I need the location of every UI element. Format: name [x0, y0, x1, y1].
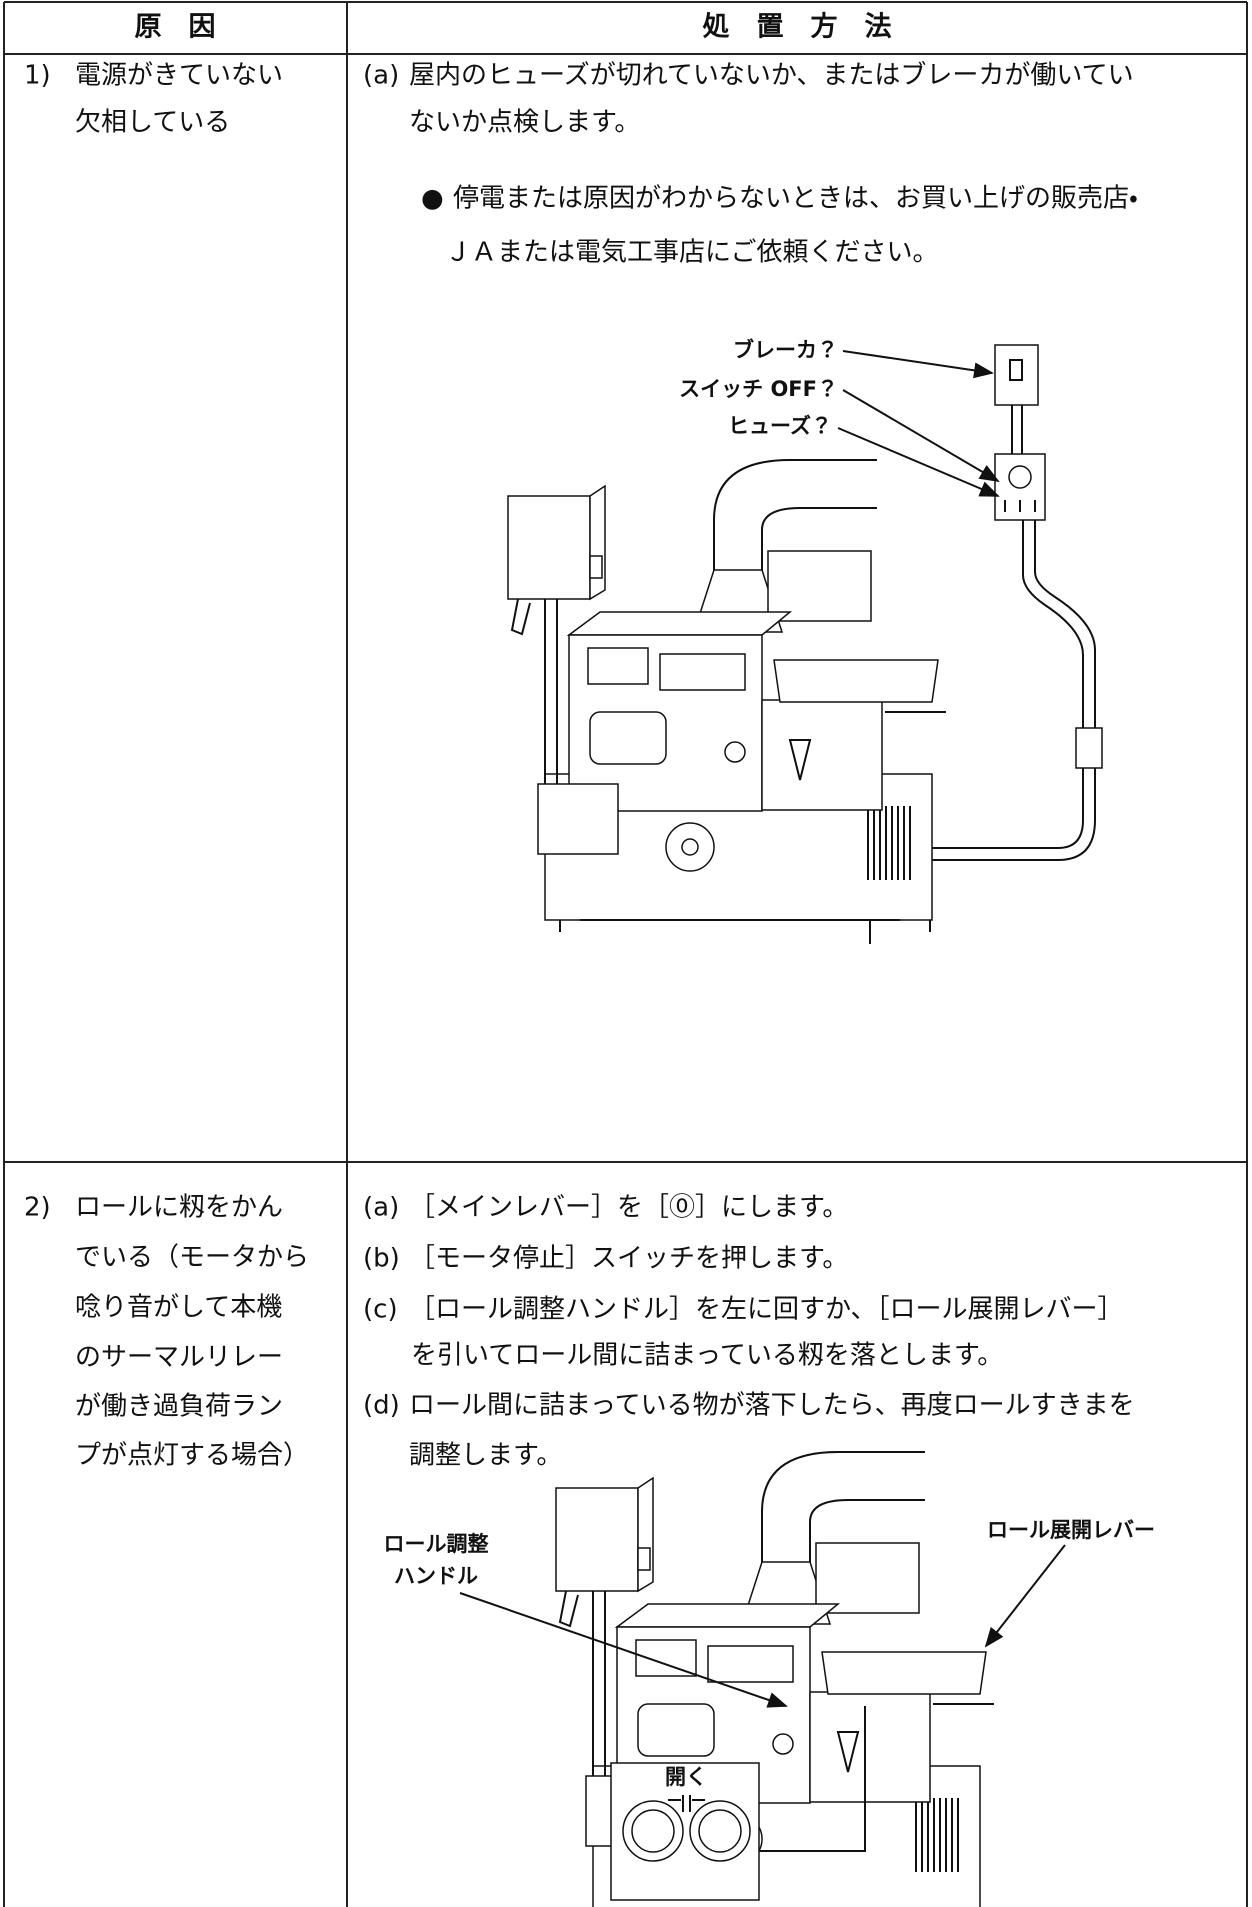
step-line: 屋内のヒューズが切れていないか、またはブレーカが働いてい — [409, 61, 1134, 91]
breaker-switch — [1009, 359, 1023, 381]
roll-inner — [698, 1809, 742, 1853]
bullet: ● — [421, 184, 444, 214]
table-grid — [3, 1, 1248, 1907]
callout: ハンドル — [394, 1564, 478, 1588]
callout: ブレーカ？ — [733, 338, 838, 362]
step-line: 調整します。 — [409, 1441, 562, 1471]
cause-line: のサーマルリレー — [75, 1343, 283, 1373]
step-line: ないか点検します。 — [409, 108, 640, 138]
header-remedy: 処 置 方 法 — [703, 11, 892, 43]
callout: 開く — [665, 1765, 707, 1789]
step-line: 停電または原因がわからないときは、お買い上げの販売店・ — [453, 184, 1138, 214]
cause-number: 2) — [24, 1193, 51, 1223]
cable — [932, 520, 1096, 861]
roll-inner — [631, 1809, 675, 1853]
arrow — [837, 427, 1000, 497]
arrow — [842, 389, 1000, 483]
step-label: (a) — [363, 1193, 399, 1223]
arrow — [459, 1592, 788, 1708]
callout: ヒューズ？ — [728, 414, 832, 438]
cause-number: 1) — [24, 61, 51, 91]
step-label: (d) — [363, 1391, 400, 1421]
gap-marker — [668, 1795, 705, 1812]
header-cause: 原 因 — [135, 12, 216, 43]
step-line: ［モータ停止］スイッチを押します。 — [409, 1244, 848, 1274]
step-label: (a) — [363, 61, 399, 91]
step-line: を引いてロール間に詰まっている籾を落とします。 — [411, 1341, 1003, 1371]
cause-line: ロールに籾をかん — [75, 1193, 283, 1223]
step-label: (b) — [363, 1244, 400, 1274]
step-line: ＪＡまたは電気工事店にご依頼ください。 — [445, 238, 938, 268]
step-label: (c) — [363, 1295, 398, 1325]
machine — [507, 459, 947, 945]
fuses — [1004, 500, 1036, 512]
switch-knob — [1008, 465, 1032, 489]
cause-line: 欠相している — [75, 108, 230, 138]
cause-line: 唸り音がして本機 — [75, 1293, 282, 1323]
cause-line: が働き過負荷ラン — [75, 1392, 283, 1422]
arrow — [984, 1544, 1066, 1648]
plug — [1075, 727, 1103, 769]
cause-line: 電源がきていない — [75, 61, 283, 91]
wire — [1011, 405, 1023, 454]
leader — [759, 1706, 866, 1852]
callout: スイッチ OFF？ — [679, 377, 838, 401]
callout: ロール展開レバー — [987, 1518, 1155, 1542]
cause-line: プが点灯する場合） — [75, 1441, 309, 1471]
cause-line: でいる（モータから — [75, 1243, 309, 1273]
breaker-box — [994, 344, 1039, 406]
figure-1: ブレーカ？ スイッチ OFF？ ヒューズ？ — [507, 338, 1103, 945]
figure-2: ロール調整 ハンドル ロール展開レバー 開く — [384, 1451, 1155, 1907]
step-line: ［ロール調整ハンドル］を左に回すか、［ロール展開レバー］ — [409, 1295, 1123, 1325]
step-line: ［メインレバー］を［⓪］にします。 — [409, 1193, 848, 1223]
callout: ロール調整 — [384, 1532, 490, 1556]
step-line: ロール間に詰まっている物が落下したら、再度ロールすきまを — [409, 1391, 1135, 1421]
arrow — [842, 350, 994, 379]
